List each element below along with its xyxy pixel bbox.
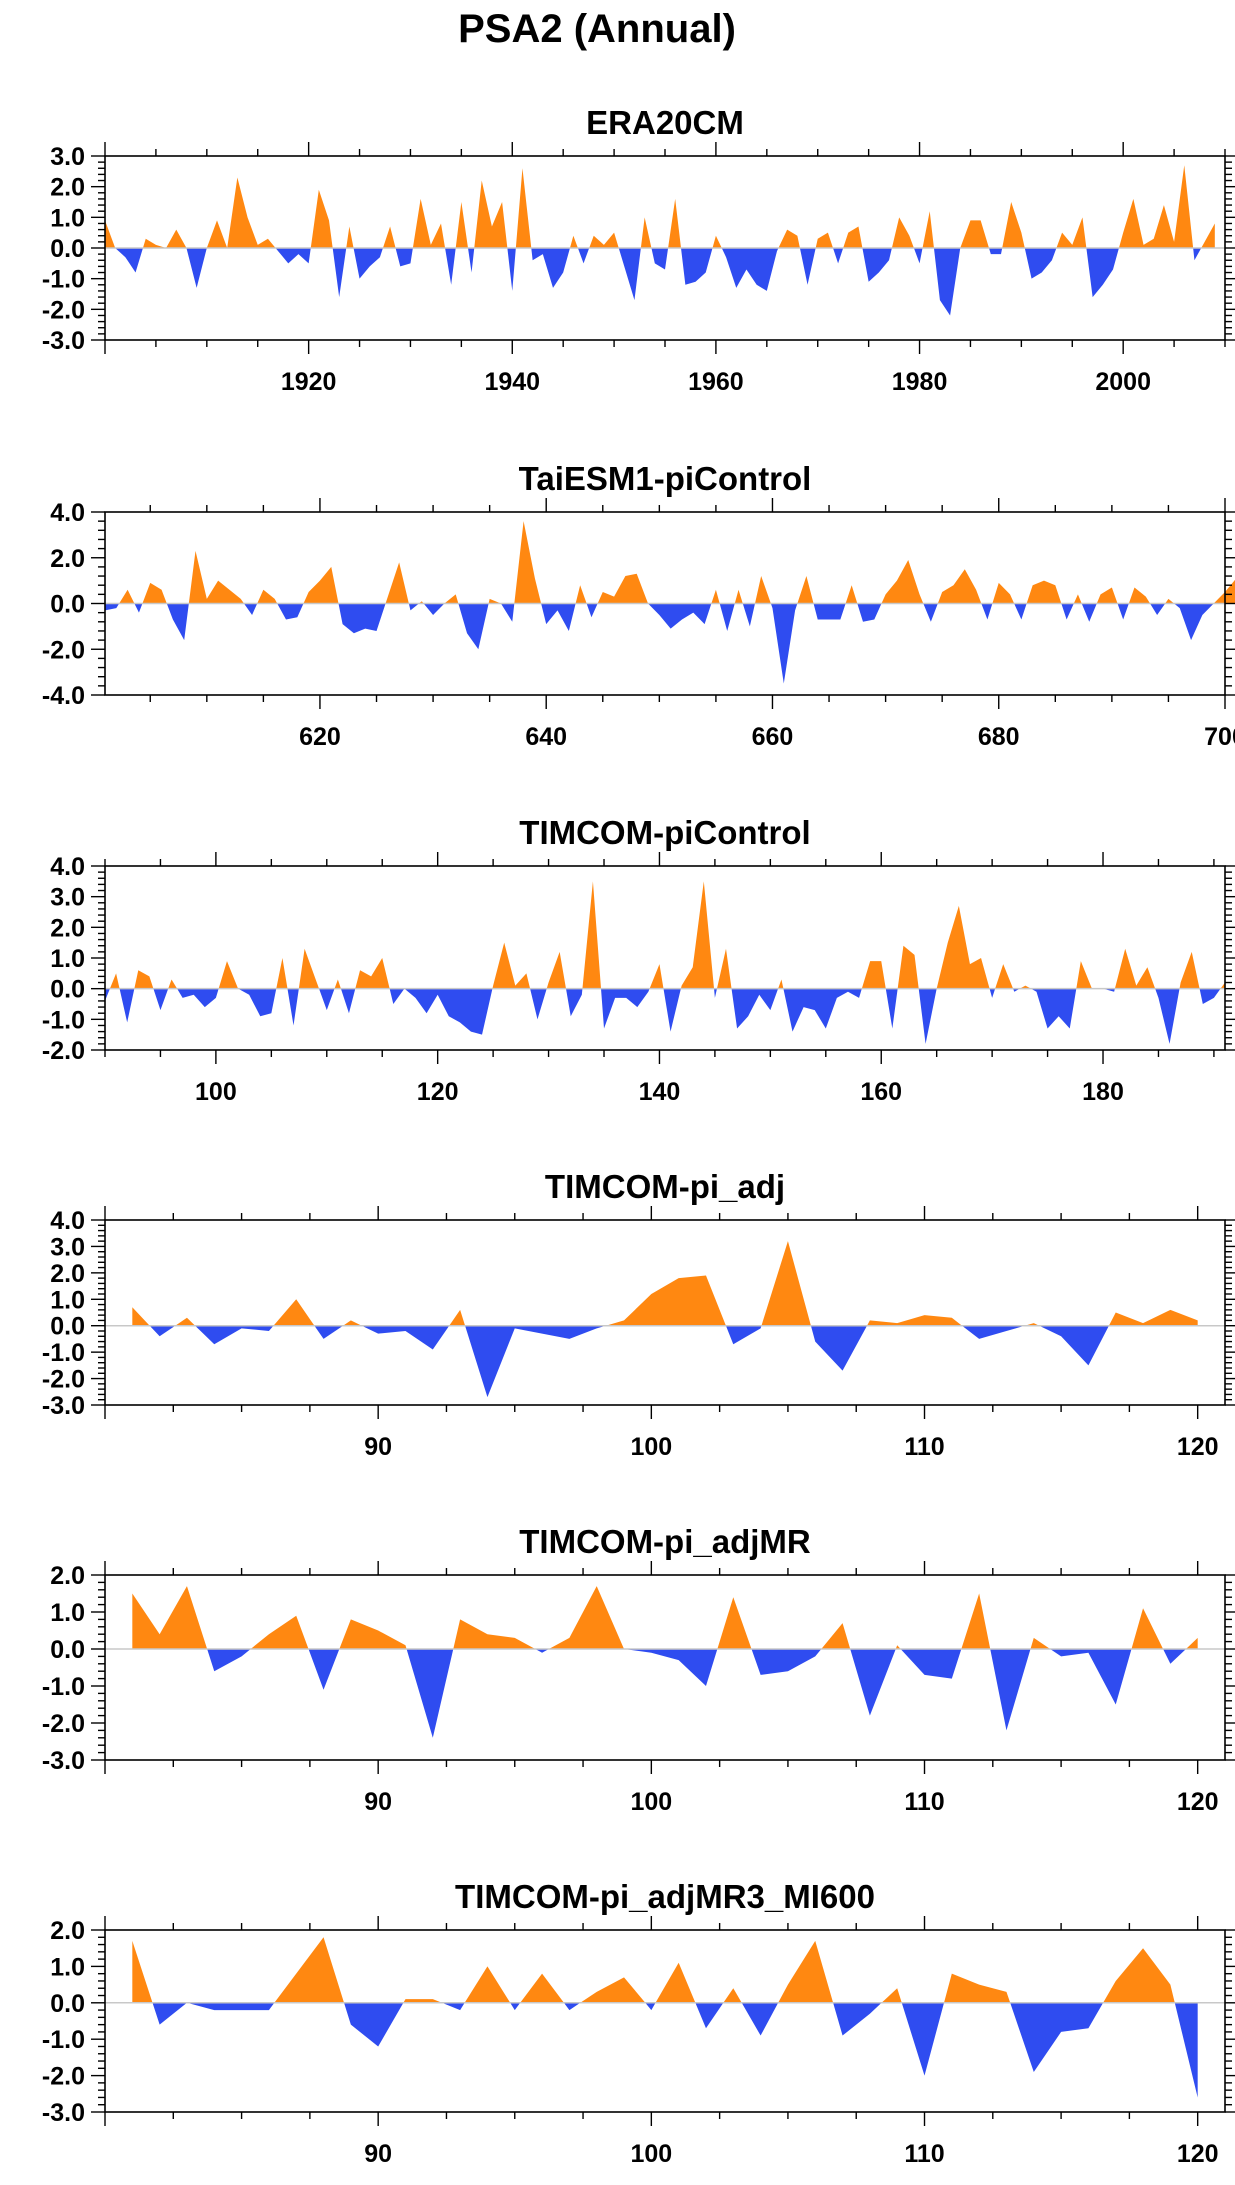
x-tick-label: 120 xyxy=(1177,2140,1219,2168)
x-tick-label: 2000 xyxy=(1095,368,1151,396)
x-tick-label: 110 xyxy=(904,1433,944,1461)
panel-3: TIMCOM-piControl -2.0 -1.00.0 1.0 2.03.0 4.0 1… xyxy=(42,814,1235,1106)
y-tick-label: 3.0 xyxy=(50,143,85,171)
y-tick-label: 2.0 xyxy=(50,1917,85,1945)
panel-title: TIMCOM-pi_adj xyxy=(545,1168,785,1205)
positive-area xyxy=(132,1241,1198,1326)
y-tick-label: -2.0 xyxy=(42,2063,85,2091)
y-tick-label: -1.0 xyxy=(42,1006,85,1034)
y-tick-label: -1.0 xyxy=(42,1673,85,1701)
positive-area xyxy=(132,1937,1175,2003)
y-tick-label: 4.0 xyxy=(50,1207,85,1235)
y-tick-label: -2.0 xyxy=(42,1366,85,1394)
panel-title: ERA20CM xyxy=(586,104,744,141)
y-tick-label: 1.0 xyxy=(50,1599,85,1627)
y-tick-label: 4.0 xyxy=(50,853,85,881)
y-tick-label: 2.0 xyxy=(50,545,85,573)
panel-title: TIMCOM-pi_adjMR xyxy=(519,1523,811,1560)
x-tick-label: 110 xyxy=(904,1788,944,1816)
x-tick-label: 700 xyxy=(1204,723,1235,751)
y-tick-label: -2.0 xyxy=(42,636,85,664)
x-tick-label: 160 xyxy=(860,1078,902,1106)
figure-title: PSA2 (Annual) xyxy=(458,7,736,51)
positive-area xyxy=(132,1586,1198,1649)
y-tick-label: 1.0 xyxy=(50,204,85,232)
x-tick-label: 110 xyxy=(904,2140,944,2168)
panel-5: TIMCOM-pi_adjMR -3.0 -2.0 -1.0 0.0 1.0 2.0 90 10… xyxy=(42,1523,1235,1816)
y-tick-label: 3.0 xyxy=(50,884,85,912)
panel-2: TaiESM1-piControl -4.0 -2.0 0.0 2.0 4.0 620 640… xyxy=(42,460,1235,751)
x-tick-label: 140 xyxy=(639,1078,681,1106)
x-tick-label: 660 xyxy=(752,723,794,751)
panel-title: TaiESM1-piControl xyxy=(519,460,812,497)
y-tick-label: -3.0 xyxy=(42,2099,85,2127)
panel-4: TIMCOM-pi_adj -3.0-2.0-1.00.01.02.03.04.0… xyxy=(42,1168,1235,1461)
x-tick-label: 100 xyxy=(630,1433,672,1461)
y-tick-label: -1.0 xyxy=(42,266,85,294)
panel-title: TIMCOM-piControl xyxy=(519,814,810,851)
plot-frame xyxy=(104,1574,1226,1761)
y-tick-label: -3.0 xyxy=(42,327,85,355)
x-tick-label: 680 xyxy=(978,723,1020,751)
y-tick-label: -2.0 xyxy=(42,1037,85,1065)
x-tick-label: 100 xyxy=(630,1788,672,1816)
x-tick-label: 180 xyxy=(1082,1078,1124,1106)
y-tick-label: -3.0 xyxy=(42,1392,85,1420)
x-tick-label: 1940 xyxy=(484,368,540,396)
plot-frame xyxy=(104,865,1226,1051)
y-tick-label: 0.0 xyxy=(50,1313,85,1341)
y-tick-label: -1.0 xyxy=(42,2026,85,2054)
x-tick-label: 1920 xyxy=(281,368,337,396)
x-tick-label: 90 xyxy=(364,1788,392,1816)
y-tick-label: 0.0 xyxy=(50,976,85,1004)
positive-area xyxy=(109,881,1225,989)
negative-area xyxy=(152,2002,1198,2098)
y-tick-label: 2.0 xyxy=(50,914,85,942)
plot-frame xyxy=(104,1219,1226,1406)
y-tick-label: 1.0 xyxy=(50,945,85,973)
y-tick-label: -4.0 xyxy=(42,682,85,710)
y-tick-label: 0.0 xyxy=(50,235,85,263)
negative-area xyxy=(105,603,1214,684)
x-tick-label: 620 xyxy=(299,723,341,751)
x-tick-label: 100 xyxy=(630,2140,672,2168)
y-tick-label: 2.0 xyxy=(50,1260,85,1288)
y-tick-label: -3.0 xyxy=(42,1747,85,1775)
y-tick-label: 0.0 xyxy=(50,1990,85,2018)
y-tick-label: 1.0 xyxy=(50,1286,85,1314)
x-tick-label: 120 xyxy=(417,1078,459,1106)
x-tick-label: 1960 xyxy=(688,368,744,396)
x-tick-label: 90 xyxy=(364,2140,392,2168)
y-tick-label: 2.0 xyxy=(50,174,85,202)
positive-area xyxy=(119,521,1235,604)
negative-area xyxy=(207,1649,1186,1738)
panel-1: ERA20CM -3.0 -2.0-1.0 0.0 1.02.0 3.0 1920 1940 1… xyxy=(42,104,1235,396)
plot-frame xyxy=(104,1929,1226,2113)
y-tick-label: -2.0 xyxy=(42,1710,85,1738)
x-tick-label: 90 xyxy=(364,1433,392,1461)
negative-area xyxy=(105,988,1221,1044)
panel-title: TIMCOM-pi_adjMR3_MI600 xyxy=(455,1878,875,1915)
negative-area xyxy=(115,248,1202,316)
x-tick-label: 100 xyxy=(195,1078,237,1106)
x-tick-label: 640 xyxy=(525,723,567,751)
y-tick-label: -2.0 xyxy=(42,296,85,324)
y-tick-label: -1.0 xyxy=(42,1339,85,1367)
y-tick-label: 0.0 xyxy=(50,1636,85,1664)
y-tick-label: 1.0 xyxy=(50,1953,85,1981)
y-tick-label: 0.0 xyxy=(50,591,85,619)
x-tick-label: 120 xyxy=(1177,1788,1219,1816)
y-tick-label: 4.0 xyxy=(50,499,85,527)
y-tick-label: 3.0 xyxy=(50,1233,85,1261)
panel-6: TIMCOM-pi_adjMR3_MI600 -3.0 -2.0 -1.0 0.0 1.0… xyxy=(42,1878,1235,2168)
positive-area xyxy=(105,165,1215,248)
y-tick-label: 2.0 xyxy=(50,1562,85,1590)
x-tick-label: 1980 xyxy=(892,368,948,396)
negative-area xyxy=(149,1325,1109,1398)
x-tick-label: 120 xyxy=(1177,1433,1219,1461)
